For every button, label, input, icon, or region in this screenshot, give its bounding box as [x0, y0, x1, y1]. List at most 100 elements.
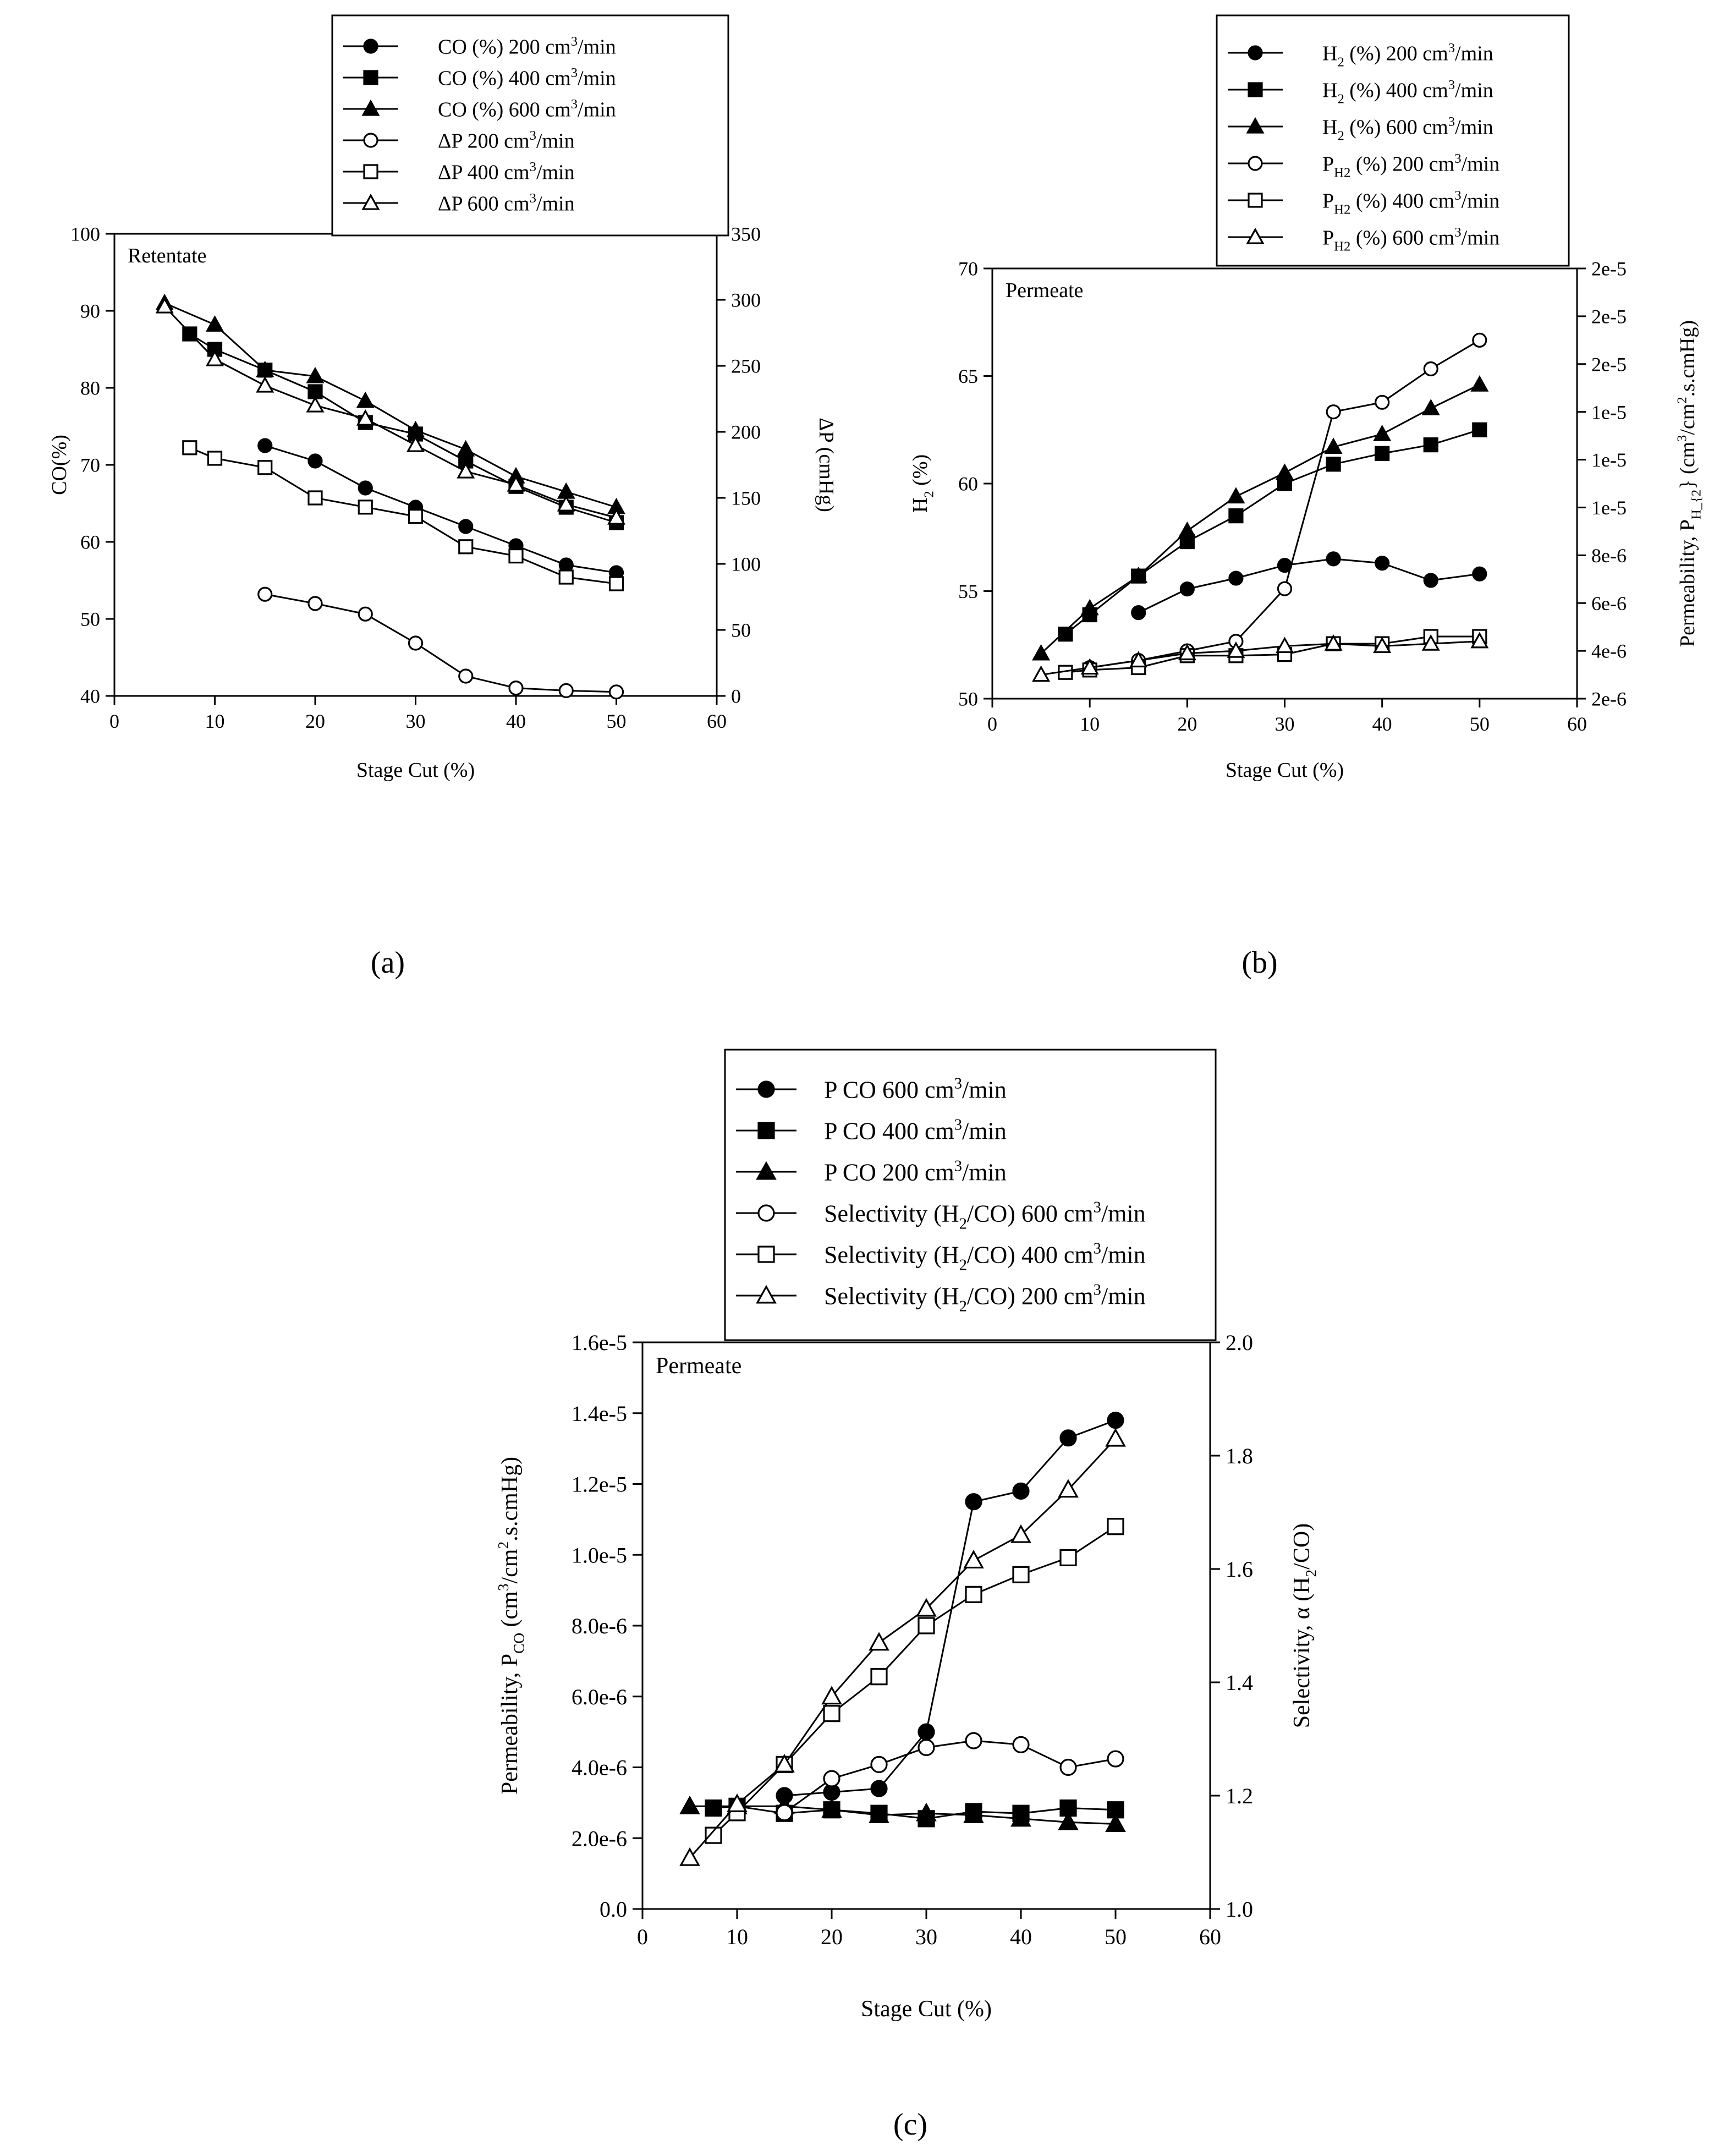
x-tick-label: 30	[915, 1924, 937, 1949]
legend: P CO 600 cm3/min P CO 400 cm3/min P CO 200…	[724, 1049, 1217, 1341]
series-line	[265, 593, 617, 693]
data-point	[823, 1770, 840, 1787]
legend-marker	[757, 1080, 775, 1098]
x-tick-label: 60	[1199, 1924, 1221, 1949]
panel-caption: (b)	[1241, 946, 1277, 980]
series-line	[164, 302, 617, 508]
series-1	[1131, 551, 1487, 621]
legend-label: H2 (%) 400 cm3/min	[1322, 78, 1493, 107]
data-point	[1012, 1566, 1030, 1583]
data-point	[257, 438, 273, 453]
data-point	[1375, 446, 1390, 461]
series-3	[155, 293, 626, 514]
series-6	[679, 1428, 1126, 1866]
y-right-tick-label: 6e-6	[1591, 593, 1627, 615]
x-tick-label: 20	[305, 710, 325, 732]
data-point	[182, 440, 197, 456]
data-point	[358, 606, 373, 622]
y-right-tick-label: 2.0	[1226, 1330, 1253, 1355]
legend-entry: ΔP 400 cm3/min	[343, 160, 575, 184]
data-point	[870, 1755, 888, 1773]
data-point	[705, 1826, 722, 1844]
data-point	[155, 297, 174, 314]
x-axis-label: Stage Cut (%)	[356, 759, 475, 782]
data-point	[1107, 1750, 1124, 1768]
series-line	[713, 1805, 1116, 1820]
y-right-tick-label: 2e-5	[1591, 353, 1627, 375]
legend-entry: PH2 (%) 200 cm3/min	[1228, 151, 1499, 180]
data-point	[1105, 1428, 1126, 1447]
panel-caption: (c)	[893, 2108, 927, 2142]
data-point	[1373, 424, 1392, 441]
y-right-axis-label: ΔP (cmHg)	[815, 418, 838, 512]
data-point	[306, 366, 325, 383]
y-right-tick-label: 8e-6	[1591, 545, 1627, 567]
series-line	[1089, 339, 1480, 668]
series-line	[1138, 558, 1480, 613]
x-tick-label: 50	[1105, 1924, 1127, 1949]
data-point	[1107, 1518, 1124, 1535]
data-point	[307, 490, 323, 506]
data-point	[705, 1799, 722, 1817]
y-right-tick-label: 0	[731, 685, 741, 707]
legend-marker	[757, 1204, 775, 1222]
y-right-tick-label: 1.0	[1226, 1897, 1253, 1922]
data-point	[965, 1493, 982, 1511]
data-point	[679, 1795, 700, 1814]
data-point	[257, 460, 273, 475]
data-point	[306, 396, 325, 413]
data-point	[727, 1793, 748, 1812]
y-right-tick-label: 1e-5	[1591, 401, 1627, 423]
legend-entry: CO (%) 600 cm3/min	[343, 97, 616, 121]
y-right-tick-label: 1.2	[1226, 1784, 1253, 1808]
data-point	[963, 1550, 984, 1569]
data-point	[1277, 581, 1293, 596]
data-point	[458, 668, 474, 684]
x-tick-label: 0	[109, 710, 119, 732]
data-point	[1059, 1429, 1077, 1447]
data-point	[608, 576, 624, 591]
plot-annotation: Permeate	[656, 1353, 741, 1379]
series-line	[189, 447, 617, 585]
data-point	[1472, 332, 1487, 348]
data-point	[356, 409, 375, 426]
data-point	[1107, 1412, 1124, 1429]
series-4	[776, 1732, 1124, 1822]
y-left-tick-label: 1.0e-5	[572, 1543, 627, 1567]
plot-annotation: Retentate	[128, 244, 206, 267]
data-point	[1326, 404, 1341, 420]
data-point	[1012, 1736, 1030, 1753]
data-point	[1423, 361, 1438, 377]
data-point	[1129, 651, 1148, 668]
y-right-tick-label: 150	[731, 487, 761, 509]
y-left-tick-label: 6.0e-6	[572, 1685, 627, 1709]
series-line	[189, 333, 617, 524]
x-tick-label: 60	[1567, 713, 1587, 735]
legend: H2 (%) 200 cm3/min H2 (%) 400 cm3/min H2 (…	[1216, 14, 1570, 267]
legend-entry: H2 (%) 200 cm3/min	[1228, 41, 1493, 70]
y-left-axis-label: CO(%)	[48, 435, 71, 495]
panel-caption: (a)	[371, 946, 405, 980]
data-point	[870, 1668, 888, 1686]
legend-label: PH2 (%) 400 cm3/min	[1322, 188, 1499, 217]
legend-marker	[1246, 227, 1265, 244]
data-point	[1059, 1758, 1077, 1776]
y-left-tick-label: 4.0e-6	[572, 1755, 627, 1780]
data-point	[458, 519, 474, 534]
legend-entry: Selectivity (H2/CO) 400 cm3/min	[736, 1241, 1146, 1274]
data-point	[1179, 581, 1195, 597]
series-5	[1058, 629, 1487, 680]
data-point	[1080, 658, 1099, 675]
legend-entry: ΔP 600 cm3/min	[343, 191, 575, 215]
y-right-tick-label: 350	[731, 223, 761, 245]
data-point	[1472, 566, 1487, 581]
legend-entry: P CO 200 cm3/min	[736, 1158, 1007, 1186]
y-left-tick-label: 50	[80, 608, 100, 630]
y-right-tick-label: 4e-6	[1591, 640, 1627, 662]
y-left-tick-label: 60	[80, 531, 100, 553]
x-axis-label: Stage Cut (%)	[861, 1996, 992, 2022]
x-tick-label: 10	[1080, 713, 1100, 735]
y-left-tick-label: 1.2e-5	[572, 1472, 627, 1497]
data-point	[1421, 634, 1440, 651]
